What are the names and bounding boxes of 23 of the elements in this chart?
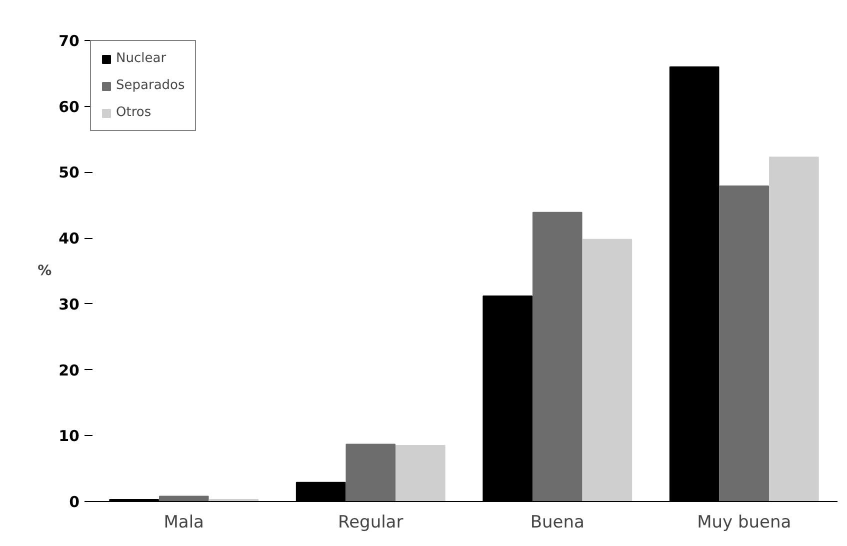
y-tick-label: 40 bbox=[58, 230, 80, 248]
bar bbox=[769, 156, 819, 502]
x-tick-label: Buena bbox=[530, 512, 584, 532]
x-tick-label: Muy buena bbox=[697, 512, 792, 532]
bar bbox=[396, 445, 446, 502]
bar bbox=[346, 444, 396, 502]
legend-label: Separados bbox=[116, 78, 185, 93]
bar bbox=[158, 496, 209, 502]
bar bbox=[582, 238, 632, 502]
x-tick-label: Regular bbox=[338, 512, 404, 532]
y-tick-label: 60 bbox=[58, 98, 80, 116]
legend-label: Nuclear bbox=[116, 51, 166, 66]
y-tick-label: 10 bbox=[58, 427, 80, 446]
legend-label: Otros bbox=[116, 105, 152, 120]
y-tick-label: 70 bbox=[58, 32, 80, 50]
y-tick-label: 50 bbox=[58, 164, 80, 182]
bar bbox=[532, 212, 582, 502]
y-axis-title: % bbox=[38, 263, 52, 279]
bar bbox=[719, 186, 770, 502]
x-tick-label: Mala bbox=[164, 512, 204, 532]
y-tick-label: 30 bbox=[58, 295, 80, 314]
y-tick-label: 0 bbox=[69, 493, 80, 511]
y-tick-label: 20 bbox=[58, 361, 80, 380]
